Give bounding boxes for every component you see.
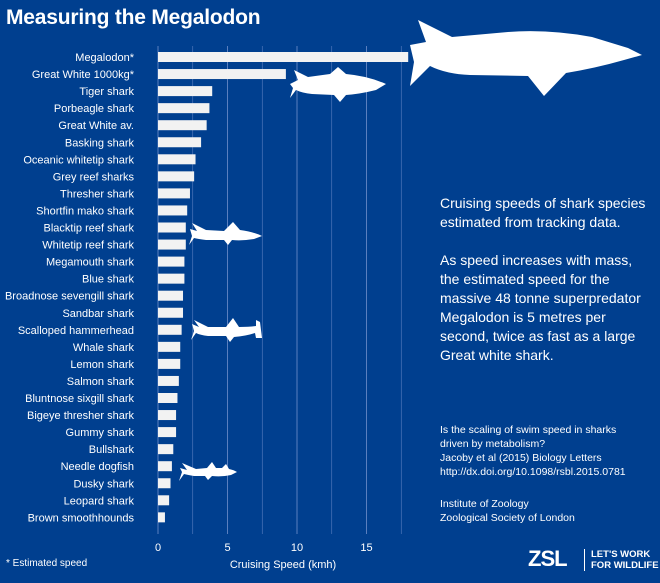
category-label: Great White 1000kg* bbox=[32, 69, 135, 81]
category-label: Megalodon* bbox=[75, 52, 134, 64]
bar bbox=[158, 273, 185, 284]
category-label: Sandbar shark bbox=[62, 308, 134, 320]
category-label: Scalloped hammerhead bbox=[18, 325, 134, 337]
bar bbox=[158, 375, 179, 386]
category-label: Whitetip reef shark bbox=[42, 240, 134, 252]
logo-mark: ZSL bbox=[528, 546, 568, 571]
bar bbox=[158, 512, 165, 523]
category-labels: Megalodon* Great White 1000kg* Tiger shark… bbox=[5, 52, 135, 524]
category-label: Broadnose sevengill shark bbox=[5, 291, 135, 303]
reference-line: driven by metabolism? bbox=[440, 438, 546, 450]
footnote: * Estimated speed bbox=[6, 558, 88, 569]
category-label: Dusky shark bbox=[73, 478, 134, 490]
reference-line: Is the scaling of swim speed in sharks bbox=[440, 424, 617, 436]
bar bbox=[158, 495, 170, 506]
bar bbox=[158, 427, 177, 438]
megalodon-silhouette-icon bbox=[410, 20, 642, 96]
category-label: Tiger shark bbox=[79, 86, 134, 98]
bar bbox=[158, 256, 185, 267]
bar bbox=[158, 444, 174, 455]
category-label: Great White av. bbox=[58, 120, 134, 132]
category-label: Thresher shark bbox=[60, 188, 134, 200]
category-label: Basking shark bbox=[65, 137, 135, 149]
bar bbox=[158, 410, 177, 421]
bar bbox=[158, 358, 181, 369]
category-label: Bullshark bbox=[89, 444, 135, 456]
bar bbox=[158, 188, 190, 199]
category-label: Bigeye thresher shark bbox=[27, 410, 134, 422]
reference-doi-link[interactable]: http://dx.doi.org/10.1098/rsbl.2015.0781 bbox=[440, 466, 626, 478]
bar bbox=[158, 478, 171, 489]
x-axis-label: Cruising Speed (kmh) bbox=[230, 559, 336, 571]
bar bbox=[158, 222, 186, 233]
chart-title: Measuring the Megalodon bbox=[6, 6, 261, 29]
bar bbox=[158, 154, 196, 165]
bar bbox=[158, 290, 184, 301]
bars bbox=[158, 52, 409, 523]
x-tick-label: 5 bbox=[224, 542, 230, 554]
description-intro: Cruising speeds of shark species estimat… bbox=[440, 195, 646, 230]
blacktip-silhouette-icon bbox=[189, 222, 262, 245]
institution: Institute of Zoology Zoological Society … bbox=[440, 497, 655, 525]
category-label: Leopard shark bbox=[64, 495, 135, 507]
category-label: Blacktip reef shark bbox=[44, 223, 135, 235]
category-label: Brown smoothhounds bbox=[28, 512, 135, 524]
category-label: Salmon shark bbox=[67, 376, 135, 388]
category-label: Gummy shark bbox=[66, 427, 135, 439]
dogfish-silhouette-icon bbox=[179, 462, 237, 481]
category-label: Grey reef sharks bbox=[53, 171, 135, 183]
logo-tagline-line: FOR WILDLIFE bbox=[591, 560, 659, 571]
category-label: Blue shark bbox=[82, 274, 134, 286]
bar bbox=[158, 461, 172, 472]
description-body: As speed increases with mass, the estima… bbox=[440, 252, 641, 363]
grid-lines bbox=[157, 46, 402, 534]
x-tick-label: 0 bbox=[155, 542, 161, 554]
hammerhead-silhouette-icon bbox=[191, 318, 262, 342]
category-label: Shortfin mako shark bbox=[36, 205, 134, 217]
category-label: Whale shark bbox=[73, 342, 135, 354]
reference-line: Jacoby et al (2015) Biology Letters bbox=[440, 452, 602, 464]
category-label: Bluntnose sixgill shark bbox=[25, 393, 134, 405]
category-label: Lemon shark bbox=[70, 359, 134, 371]
logo-tagline-line: LET'S WORK bbox=[591, 549, 651, 560]
bar bbox=[158, 393, 178, 403]
logo-tagline: LET'S WORK FOR WILDLIFE bbox=[584, 549, 660, 571]
bar bbox=[158, 324, 182, 335]
institution-line: Zoological Society of London bbox=[440, 512, 575, 524]
bar bbox=[158, 86, 213, 97]
category-label: Porbeagle shark bbox=[54, 103, 135, 115]
bar bbox=[158, 205, 188, 216]
bar bbox=[158, 137, 202, 148]
bar bbox=[158, 103, 210, 114]
bar bbox=[158, 120, 207, 131]
bar bbox=[158, 239, 186, 250]
great-white-silhouette-icon bbox=[290, 67, 386, 102]
bar bbox=[158, 307, 184, 318]
x-tick-label: 10 bbox=[291, 542, 303, 554]
category-label: Megamouth shark bbox=[46, 257, 135, 269]
bar bbox=[158, 341, 181, 352]
x-tick-label: 15 bbox=[360, 542, 372, 554]
category-label: Oceanic whitetip shark bbox=[23, 154, 134, 166]
bar bbox=[158, 52, 409, 62]
reference-citation: Is the scaling of swim speed in sharks d… bbox=[440, 423, 655, 479]
x-axis-ticks: 0 5 10 15 bbox=[155, 542, 373, 554]
bar bbox=[158, 171, 195, 182]
institution-line: Institute of Zoology bbox=[440, 498, 529, 510]
bar bbox=[158, 69, 286, 80]
category-label: Needle dogfish bbox=[61, 461, 134, 473]
